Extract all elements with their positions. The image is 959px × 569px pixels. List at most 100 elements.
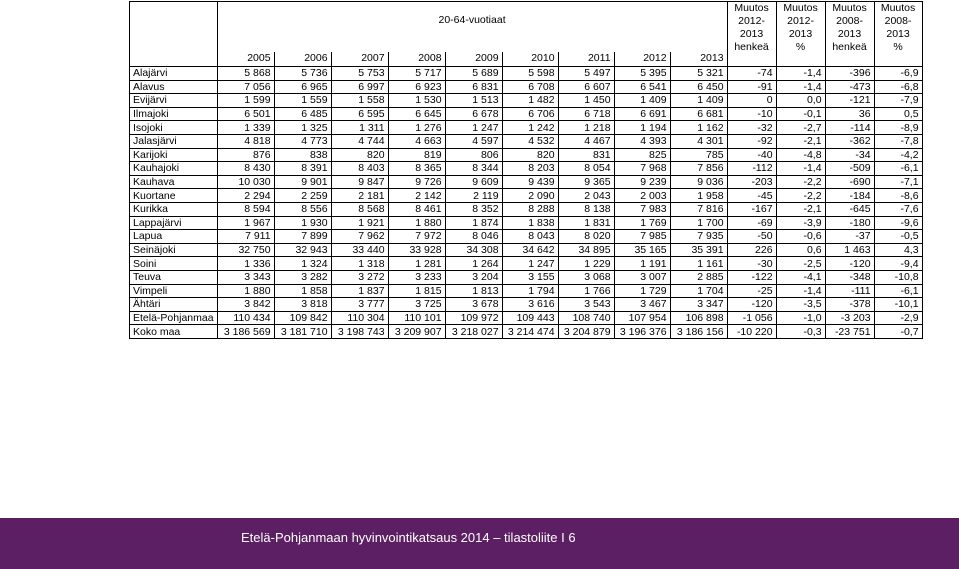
table-cell: -180 [824, 215, 875, 231]
year-header: 2008 [387, 52, 446, 67]
table-cell: -0,5 [873, 229, 923, 244]
table-cell: -1,4 [775, 283, 826, 299]
table-cell: 1 813 [444, 283, 503, 299]
table-cell: -10 [726, 106, 777, 122]
table-cell: -30 [726, 256, 777, 271]
table-cell: -34 [824, 147, 875, 163]
table-cell: 3 198 743 [330, 324, 389, 339]
table-cell: -2,9 [873, 310, 923, 326]
table-cell: 9 239 [613, 174, 671, 190]
table-cell: 4 597 [444, 133, 503, 149]
table-cell: -362 [824, 133, 875, 149]
table-cell: 7 816 [669, 201, 728, 217]
table-cell: 8 020 [557, 229, 615, 244]
municipality-name: Seinäjoki [129, 242, 218, 258]
table-cell: 825 [613, 147, 671, 163]
table-cell: 6 501 [216, 106, 275, 122]
table-cell: 109 842 [273, 310, 332, 326]
table-cell: 3 181 710 [273, 324, 332, 339]
table-cell: 2 885 [669, 269, 728, 285]
table-cell: 4 301 [669, 133, 728, 149]
table-cell: 1 874 [444, 215, 503, 231]
table-cell: -9,4 [873, 256, 923, 271]
table-cell: 5 689 [444, 66, 503, 81]
table-cell: 8 556 [273, 201, 332, 217]
table-row: Jalasjärvi 4 818 4 773 4 744 4 663 4 597 4 532… [129, 133, 923, 149]
table-row: Kurikka 8 594 8 556 8 568 8 461 8 352 8 288 8 1… [129, 201, 923, 217]
table-cell: 1 880 [387, 215, 446, 231]
table-cell: 110 101 [387, 310, 446, 326]
table-cell: -6,8 [873, 79, 923, 95]
table-cell: 1 324 [273, 256, 332, 271]
table-cell: 34 895 [557, 242, 615, 258]
table-cell: -112 [726, 161, 777, 176]
table-cell: 3 196 376 [613, 324, 671, 339]
table-cell: 32 750 [216, 242, 275, 258]
table-cell: 2 003 [613, 188, 671, 203]
table-cell: -0,7 [873, 324, 923, 339]
table-cell: 1 930 [273, 215, 332, 231]
change-header-line: 2012- [787, 15, 814, 27]
table-cell: -4,1 [775, 269, 826, 285]
table-row: Seinäjoki 32 750 32 943 33 440 33 928 34 308 3… [129, 242, 923, 258]
table-cell: 3 233 [387, 269, 446, 285]
municipality-name: Koko maa [129, 324, 218, 339]
municipality-name: Soini [129, 256, 218, 271]
table-cell: 7 899 [273, 229, 332, 244]
table-cell: 9 036 [669, 174, 728, 190]
change-header-0: Muutos 2012- 2013 henkeä [726, 1, 777, 67]
table-row: Isojoki 1 339 1 325 1 311 1 276 1 247 1 242 1 2… [129, 120, 923, 135]
table-cell: 10 030 [216, 174, 275, 190]
table-cell: 1 513 [444, 93, 503, 108]
table-cell: -92 [726, 133, 777, 149]
table-cell: -2,1 [775, 133, 826, 149]
year-header: 2012 [613, 52, 671, 67]
table-cell: 1 729 [613, 283, 671, 299]
table-cell: -167 [726, 201, 777, 217]
table-cell: 1 191 [613, 256, 671, 271]
table-cell: 8 046 [444, 229, 503, 244]
municipality-name: Kurikka [129, 201, 218, 217]
table-cell: -4,2 [873, 147, 923, 163]
table-row: Alavus 7 056 6 965 6 997 6 923 6 831 6 708 6 60… [129, 79, 923, 95]
table-cell: 8 430 [216, 161, 275, 176]
table-cell: 108 740 [557, 310, 615, 326]
table-cell: 6 831 [444, 79, 503, 95]
table-cell: 109 443 [501, 310, 559, 326]
table-cell: 8 344 [444, 161, 503, 176]
table-cell: 32 943 [273, 242, 332, 258]
table-cell: 1 264 [444, 256, 503, 271]
table-cell: -3,5 [775, 297, 826, 312]
municipality-name: Kauhajoki [129, 161, 218, 176]
table-cell: 7 972 [387, 229, 446, 244]
table-cell: -74 [726, 66, 777, 81]
table-row: Evijärvi 1 599 1 559 1 558 1 530 1 513 1 482 1 … [129, 93, 923, 108]
table-cell: 1 409 [613, 93, 671, 108]
municipality-name: Isojoki [129, 120, 218, 135]
table-cell: 3 007 [613, 269, 671, 285]
table-cell: 3 209 907 [387, 324, 446, 339]
table-cell: 1 837 [330, 283, 389, 299]
table-cell: 36 [824, 106, 875, 122]
table-cell: 7 056 [216, 79, 275, 95]
table-cell: 1 276 [387, 120, 446, 135]
table-cell: -32 [726, 120, 777, 135]
table-row: Lappajärvi 1 967 1 930 1 921 1 880 1 874 1 838… [129, 215, 923, 231]
table-cell: -7,1 [873, 174, 923, 190]
year-header: 2011 [557, 52, 615, 67]
table-row: Ähtäri 3 842 3 818 3 777 3 725 3 678 3 616 3 54… [129, 297, 923, 312]
table-cell: 8 138 [557, 201, 615, 217]
table-cell: 8 365 [387, 161, 446, 176]
table-cell: 8 288 [501, 201, 559, 217]
table-cell: 3 678 [444, 297, 503, 312]
table-cell: 3 155 [501, 269, 559, 285]
table-row: Lapua 7 911 7 899 7 962 7 972 8 046 8 043 8 020… [129, 229, 923, 244]
table-cell: 820 [330, 147, 389, 163]
table-cell: 7 983 [613, 201, 671, 217]
table-row: Ilmajoki 6 501 6 485 6 595 6 645 6 678 6 706 6 … [129, 106, 923, 122]
table-cell: 3 068 [557, 269, 615, 285]
table-cell: -645 [824, 201, 875, 217]
municipality-name: Etelä-Pohjanmaa [129, 310, 218, 326]
table-cell: 1 325 [273, 120, 332, 135]
footer-text: Etelä-Pohjanmaan hyvinvointikatsaus 2014… [241, 530, 576, 545]
